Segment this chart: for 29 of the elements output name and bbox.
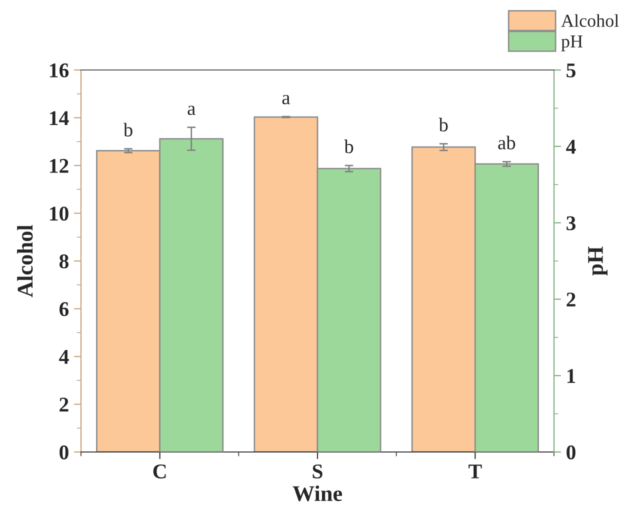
y2-tick-label: 4 bbox=[566, 140, 576, 154]
x-tick-label: T bbox=[468, 464, 482, 478]
data-label: b bbox=[123, 122, 132, 137]
x-tick-label: C bbox=[153, 464, 166, 478]
y2-axis-title: pH bbox=[588, 246, 608, 276]
y2-tick-label: 0 bbox=[566, 445, 576, 460]
data-label: b bbox=[344, 140, 354, 154]
y-tick-label: 12 bbox=[50, 158, 68, 173]
y-tick-label: 2 bbox=[60, 398, 68, 412]
y-axis-title: Alcohol bbox=[17, 224, 33, 298]
y2-tick-label: 5 bbox=[566, 64, 576, 78]
legend-label: Alcohol bbox=[561, 14, 619, 27]
y2-tick-label: 1 bbox=[567, 369, 576, 383]
y-tick-label: 8 bbox=[59, 254, 69, 268]
data-label: a bbox=[188, 106, 196, 116]
y2-tick-label: 3 bbox=[566, 216, 576, 230]
data-label: ab bbox=[498, 136, 516, 150]
y-tick-label: 6 bbox=[59, 302, 69, 316]
y-tick-label: 4 bbox=[59, 350, 69, 364]
legend-label: pH bbox=[561, 36, 583, 52]
y2-tick-label: 2 bbox=[566, 292, 576, 306]
y-tick-label: 16 bbox=[50, 63, 69, 78]
x-tick-label: S bbox=[312, 464, 322, 478]
y-tick-label: 0 bbox=[60, 445, 68, 460]
y-tick-label: 10 bbox=[50, 206, 68, 221]
data-label: a bbox=[282, 94, 290, 104]
y-tick-label: 14 bbox=[50, 111, 69, 125]
data-label: b bbox=[438, 118, 448, 132]
x-axis-title: Wine bbox=[292, 485, 342, 502]
